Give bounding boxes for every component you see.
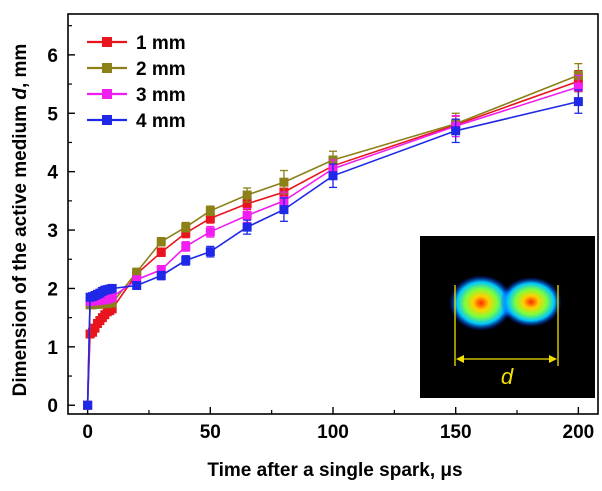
data-point <box>156 271 166 281</box>
x-tick-label: 100 <box>317 422 349 443</box>
data-point <box>181 228 191 238</box>
legend-label: 2 mm <box>136 59 186 80</box>
inset-arrowhead-left <box>456 355 464 363</box>
x-tick-label: 0 <box>82 422 93 443</box>
data-point <box>328 171 338 181</box>
data-point <box>242 222 252 232</box>
data-point <box>242 199 252 209</box>
y-axis-title-prefix: Dimension of the active medium <box>10 100 31 397</box>
data-point <box>205 206 215 216</box>
x-tick-label: 150 <box>440 422 472 443</box>
data-point <box>181 222 191 232</box>
data-point <box>242 190 252 200</box>
data-point <box>573 97 583 107</box>
data-point <box>90 323 100 333</box>
inset-right-lobe <box>500 277 562 327</box>
legend: 1 mm 2 mm 3 mm 4 mm <box>87 33 186 132</box>
data-point <box>451 126 461 136</box>
data-point <box>573 82 583 92</box>
x-axis-title: Time after a single spark, μs <box>207 460 462 481</box>
series-3 <box>83 89 583 410</box>
data-point <box>107 292 117 302</box>
data-point <box>156 265 166 275</box>
plot-frame <box>67 13 599 415</box>
inset-left-lobe <box>449 275 513 331</box>
inset-image: d <box>420 236 595 398</box>
y-tick-label: 5 <box>47 104 58 125</box>
y-tick-label: 6 <box>47 46 58 67</box>
data-point <box>156 237 166 247</box>
data-point <box>205 213 215 223</box>
data-point <box>181 255 191 265</box>
data-point <box>132 275 142 285</box>
data-point <box>242 210 252 220</box>
legend-label: 4 mm <box>136 111 186 132</box>
y-tick-label: 4 <box>47 163 58 184</box>
data-point <box>181 241 191 251</box>
legend-marker <box>102 37 112 47</box>
y-axis-title-suffix: , mm <box>10 44 31 88</box>
data-point <box>83 400 93 410</box>
legend-marker <box>102 115 112 125</box>
data-point <box>132 267 142 277</box>
data-point <box>107 283 117 293</box>
legend-label: 1 mm <box>136 33 186 54</box>
y-tick-label: 3 <box>47 221 58 242</box>
axis-ticks: 0 50 100 150 200 0 1 2 3 4 5 6 <box>47 25 595 443</box>
y-axis-title: Dimension of the active medium d, mm <box>10 44 31 397</box>
y-axis-title-variable: d <box>10 88 31 100</box>
x-tick-label: 200 <box>563 422 595 443</box>
y-tick-label: 2 <box>47 279 58 300</box>
data-point <box>132 281 142 291</box>
data-point <box>279 177 289 187</box>
inset-dimension-label: d <box>501 364 514 389</box>
legend-label: 3 mm <box>136 85 186 106</box>
data-point <box>205 227 215 237</box>
x-tick-label: 50 <box>200 422 221 443</box>
inset-arrowhead-right <box>549 355 557 363</box>
series-layer <box>83 62 583 410</box>
legend-marker <box>102 89 112 99</box>
legend-marker <box>102 63 112 73</box>
data-point <box>156 247 166 257</box>
data-point <box>279 205 289 215</box>
y-tick-label: 0 <box>47 396 58 417</box>
data-point <box>205 247 215 257</box>
data-point <box>107 304 117 314</box>
data-point <box>107 298 117 308</box>
y-tick-label: 1 <box>47 338 58 359</box>
